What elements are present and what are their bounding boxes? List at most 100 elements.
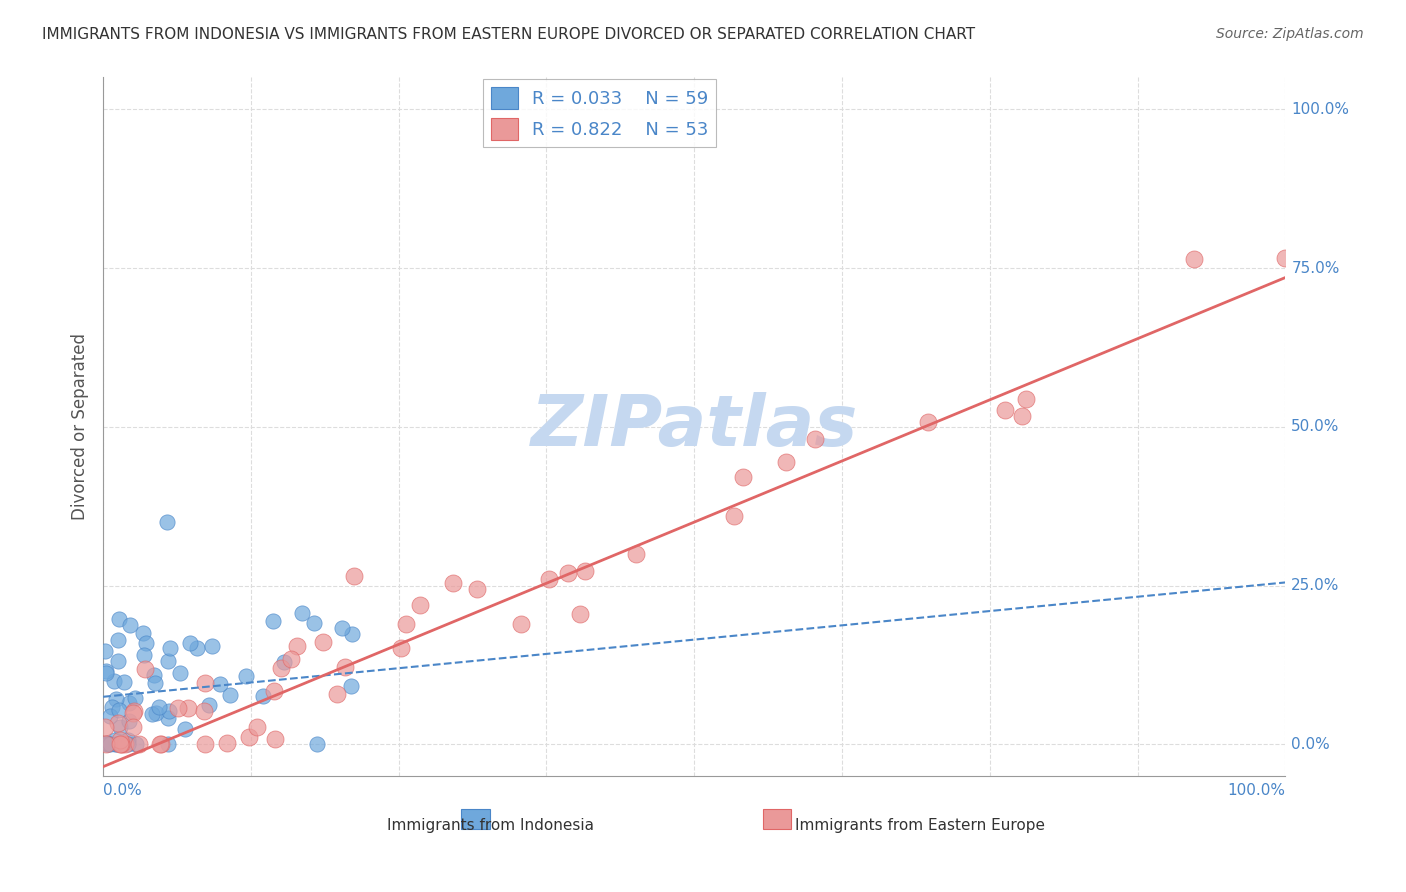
- Point: [1182, 252, 1205, 267]
- Point: [326, 687, 349, 701]
- Point: [108, 738, 131, 752]
- Point: [557, 566, 579, 580]
- Point: [1011, 409, 1033, 423]
- Point: [141, 706, 163, 721]
- Point: [302, 616, 325, 631]
- Point: [343, 569, 366, 583]
- Text: 100.0%: 100.0%: [1291, 102, 1350, 117]
- Point: [107, 632, 129, 647]
- Point: [1274, 251, 1296, 265]
- Legend: R = 0.033    N = 59, R = 0.822    N = 53: R = 0.033 N = 59, R = 0.822 N = 53: [484, 79, 716, 147]
- Point: [121, 706, 143, 721]
- Point: [96, 738, 118, 752]
- Point: [104, 733, 127, 747]
- Point: [270, 661, 292, 675]
- Point: [135, 636, 157, 650]
- Point: [731, 470, 754, 484]
- Point: [1015, 392, 1038, 406]
- Point: [118, 696, 141, 710]
- Point: [340, 679, 363, 693]
- Point: [235, 669, 257, 683]
- Point: [107, 654, 129, 668]
- FancyBboxPatch shape: [461, 809, 489, 829]
- Point: [291, 606, 314, 620]
- Point: [186, 641, 208, 656]
- Point: [143, 676, 166, 690]
- Point: [252, 689, 274, 703]
- Point: [159, 640, 181, 655]
- Point: [177, 701, 200, 715]
- Point: [107, 703, 129, 717]
- Point: [104, 738, 127, 752]
- Point: [167, 700, 190, 714]
- Text: 100.0%: 100.0%: [1227, 782, 1285, 797]
- Point: [128, 738, 150, 752]
- Point: [335, 660, 357, 674]
- Point: [118, 617, 141, 632]
- Point: [143, 667, 166, 681]
- Point: [568, 607, 591, 621]
- Point: [110, 738, 132, 752]
- Point: [96, 736, 118, 750]
- Point: [238, 730, 260, 744]
- Point: [305, 738, 328, 752]
- Point: [98, 709, 121, 723]
- Point: [114, 738, 136, 752]
- Point: [145, 706, 167, 720]
- Point: [134, 648, 156, 662]
- Point: [262, 615, 284, 629]
- FancyBboxPatch shape: [763, 809, 792, 829]
- Point: [96, 738, 118, 752]
- Point: [94, 664, 117, 678]
- Point: [169, 666, 191, 681]
- Point: [156, 738, 179, 752]
- Point: [93, 644, 115, 658]
- Point: [217, 736, 239, 750]
- Point: [263, 732, 285, 747]
- Point: [108, 733, 131, 747]
- Point: [96, 666, 118, 681]
- Point: [111, 738, 134, 752]
- Text: IMMIGRANTS FROM INDONESIA VS IMMIGRANTS FROM EASTERN EUROPE DIVORCED OR SEPARATE: IMMIGRANTS FROM INDONESIA VS IMMIGRANTS …: [42, 27, 976, 42]
- Text: 50.0%: 50.0%: [1291, 419, 1340, 434]
- Point: [201, 639, 224, 653]
- Point: [100, 738, 122, 752]
- Point: [285, 639, 308, 653]
- Text: Source: ZipAtlas.com: Source: ZipAtlas.com: [1216, 27, 1364, 41]
- Point: [263, 684, 285, 698]
- Point: [465, 582, 488, 596]
- Point: [149, 738, 172, 752]
- Point: [340, 627, 363, 641]
- Point: [122, 704, 145, 718]
- Point: [108, 612, 131, 626]
- Point: [917, 415, 939, 429]
- Text: Immigrants from Eastern Europe: Immigrants from Eastern Europe: [794, 818, 1045, 833]
- Point: [395, 617, 418, 632]
- Point: [280, 652, 302, 666]
- Point: [330, 621, 353, 635]
- Point: [125, 738, 148, 752]
- Point: [112, 674, 135, 689]
- Point: [132, 626, 155, 640]
- Point: [510, 617, 533, 632]
- Point: [105, 691, 128, 706]
- Point: [409, 598, 432, 612]
- Point: [312, 635, 335, 649]
- Point: [179, 636, 201, 650]
- Point: [775, 455, 797, 469]
- Point: [159, 704, 181, 718]
- Text: 0.0%: 0.0%: [1291, 737, 1330, 752]
- Point: [391, 640, 413, 655]
- Point: [107, 715, 129, 730]
- Point: [94, 720, 117, 734]
- Point: [148, 700, 170, 714]
- Point: [97, 738, 120, 752]
- Point: [273, 655, 295, 669]
- Point: [209, 677, 232, 691]
- Point: [134, 662, 156, 676]
- Point: [108, 720, 131, 734]
- Point: [624, 547, 647, 561]
- Point: [124, 690, 146, 705]
- Text: 25.0%: 25.0%: [1291, 578, 1340, 593]
- Point: [157, 654, 180, 668]
